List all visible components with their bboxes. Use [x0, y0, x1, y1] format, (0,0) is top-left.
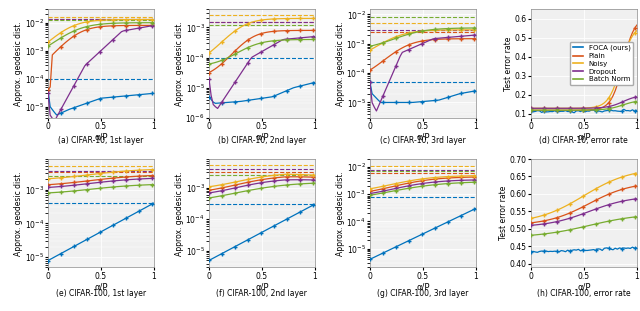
X-axis label: α/P: α/P — [416, 132, 429, 141]
X-axis label: α/P: α/P — [577, 132, 591, 141]
X-axis label: α/P: α/P — [94, 282, 108, 291]
X-axis label: α/P: α/P — [255, 132, 269, 141]
Y-axis label: Approx. geodesic dist.: Approx. geodesic dist. — [14, 21, 23, 106]
Text: (f) CIFAR-100, 2nd layer: (f) CIFAR-100, 2nd layer — [216, 289, 307, 298]
Y-axis label: Test error rate: Test error rate — [504, 36, 513, 91]
Legend: FOCA (ours), Plain, Noisy, Dropout, Batch Norm: FOCA (ours), Plain, Noisy, Dropout, Batc… — [570, 42, 634, 85]
X-axis label: α/P: α/P — [416, 282, 429, 291]
X-axis label: α/P: α/P — [255, 282, 269, 291]
X-axis label: α/P: α/P — [94, 132, 108, 141]
Text: (d) CIFAR-10, error rate: (d) CIFAR-10, error rate — [540, 137, 628, 146]
Y-axis label: Test error rate: Test error rate — [499, 186, 508, 240]
Y-axis label: Approx. geodesic dist.: Approx. geodesic dist. — [14, 171, 23, 256]
Y-axis label: Approx. geodesic dist.: Approx. geodesic dist. — [336, 21, 345, 106]
Text: (c) CIFAR-10, 3rd layer: (c) CIFAR-10, 3rd layer — [380, 137, 466, 146]
Y-axis label: Approx. geodesic dist.: Approx. geodesic dist. — [175, 171, 184, 256]
Y-axis label: Approx. geodesic dist.: Approx. geodesic dist. — [336, 171, 345, 256]
Y-axis label: Approx. geodesic dist.: Approx. geodesic dist. — [175, 21, 184, 106]
Text: (e) CIFAR-100, 1st layer: (e) CIFAR-100, 1st layer — [56, 289, 146, 298]
Text: (h) CIFAR-100, error rate: (h) CIFAR-100, error rate — [537, 289, 630, 298]
X-axis label: α/P: α/P — [577, 282, 591, 291]
Text: (b) CIFAR-10, 2nd layer: (b) CIFAR-10, 2nd layer — [218, 137, 306, 146]
Text: (g) CIFAR-100, 3rd layer: (g) CIFAR-100, 3rd layer — [377, 289, 468, 298]
Text: (a) CIFAR-10, 1st layer: (a) CIFAR-10, 1st layer — [58, 137, 143, 146]
